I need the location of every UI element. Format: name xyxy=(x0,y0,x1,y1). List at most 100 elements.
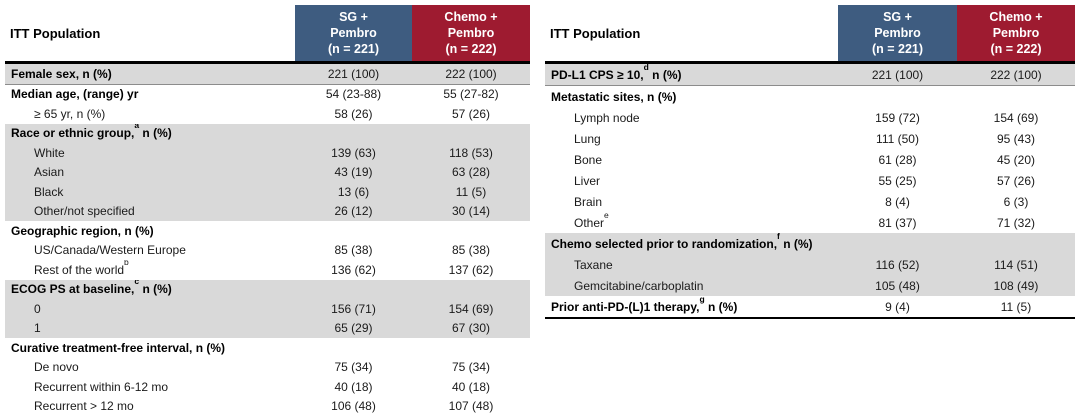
value-cell: 11 (5) xyxy=(1000,299,1032,314)
table-row: Lymph node 159 (72) 154 (69) xyxy=(545,107,1075,128)
value-cell xyxy=(295,123,412,143)
value-cell: 40 (18) xyxy=(451,379,491,394)
column-header-sg-pembro: SG + Pembro (n = 221) xyxy=(838,5,957,63)
value-cell: 40 (18) xyxy=(334,379,373,394)
value-cell: 85 (38) xyxy=(451,243,491,258)
row-label: 1 xyxy=(5,318,295,338)
value-cell: 9 (4) xyxy=(885,299,910,314)
footnote-marker: g xyxy=(699,296,705,304)
value-cell: 58 (26) xyxy=(334,106,373,121)
row-label: Asian xyxy=(5,162,295,182)
row-label: Black xyxy=(5,182,295,202)
value-cell: 116 (52) xyxy=(838,254,957,275)
row-label: Bone xyxy=(574,152,603,167)
row-label: 0 xyxy=(5,299,295,319)
table-row: Asian 43 (19) 63 (28) xyxy=(5,162,530,182)
value-cell: 95 (43) xyxy=(996,131,1036,146)
table-row: PD-L1 CPS ≥ 10,d n (%) 221 (100) 222 (100) xyxy=(545,62,1075,86)
value-cell: 221 (100) xyxy=(295,62,412,84)
footnote-marker: f xyxy=(777,233,780,241)
table-row: ECOG PS at baseline,c n (%) xyxy=(5,279,530,299)
table-row: Liver 55 (25) 57 (26) xyxy=(545,170,1075,191)
table-row: 1 65 (29) 67 (30) xyxy=(5,318,530,338)
value-cell: 45 (20) xyxy=(996,152,1036,167)
header-row: ITT Population SG + Pembro (n = 221) Che… xyxy=(545,5,1075,63)
disease-characteristics-table-body: PD-L1 CPS ≥ 10,d n (%) 221 (100) 222 (100)… xyxy=(545,62,1075,318)
row-label: Brain xyxy=(574,194,603,209)
demographics-table: ITT Population SG + Pembro (n = 221) Che… xyxy=(5,5,530,416)
value-cell xyxy=(957,86,1075,108)
value-cell: 71 (32) xyxy=(996,215,1036,230)
table-row: ≥ 65 yr, n (%) 58 (26) 57 (26) xyxy=(5,104,530,124)
value-cell: 118 (53) xyxy=(412,143,530,163)
value-cell: 55 (27-82) xyxy=(443,87,499,102)
value-cell xyxy=(412,123,530,143)
value-cell: 43 (19) xyxy=(295,162,412,182)
value-cell: 54 (23-88) xyxy=(325,87,382,102)
table-row: Recurrent > 12 mo 106 (48) 107 (48) xyxy=(5,397,530,416)
row-label: Recurrent within 6-12 mo xyxy=(34,379,169,394)
table-row: Geographic region, n (%) xyxy=(5,221,530,241)
value-cell: 75 (34) xyxy=(451,360,491,375)
value-cell xyxy=(412,221,530,241)
column-header-sg-pembro: SG + Pembro (n = 221) xyxy=(295,5,412,63)
row-label: Lung xyxy=(574,131,601,146)
value-cell: 156 (71) xyxy=(295,299,412,319)
value-cell: 26 (12) xyxy=(295,201,412,221)
table-row: US/Canada/Western Europe 85 (38) 85 (38) xyxy=(5,241,530,261)
value-cell: 11 (5) xyxy=(412,182,530,202)
demographics-table-body: Female sex, n (%) 221 (100) 222 (100) Media… xyxy=(5,62,530,416)
footnote-marker: d xyxy=(643,62,649,72)
value-cell: 222 (100) xyxy=(957,62,1075,86)
value-cell: 55 (25) xyxy=(878,173,917,188)
table-row: Median age, (range) yr 54 (23-88) 55 (27-8… xyxy=(5,84,530,104)
header-row: ITT Population SG + Pembro (n = 221) Che… xyxy=(5,5,530,63)
row-label: De novo xyxy=(34,360,79,375)
table-row: Curative treatment-free interval, n (%) xyxy=(5,338,530,358)
value-cell: 221 (100) xyxy=(838,62,957,86)
value-cell: 85 (38) xyxy=(334,243,373,258)
value-cell: 106 (48) xyxy=(331,399,376,414)
value-cell xyxy=(838,86,957,108)
row-label: Rest of the worldb xyxy=(5,260,295,280)
table-row: Metastatic sites, n (%) xyxy=(545,86,1075,108)
table-title: ITT Population xyxy=(5,5,295,63)
value-cell: 6 (3) xyxy=(1003,194,1029,209)
value-cell: 222 (100) xyxy=(412,62,530,84)
disease-characteristics-table: ITT Population SG + Pembro (n = 221) Che… xyxy=(545,5,1075,319)
row-label: Race or ethnic group,a n (%) xyxy=(5,123,295,143)
row-label: Other/not specified xyxy=(5,201,295,221)
row-label: Lymph node xyxy=(574,110,640,125)
value-cell xyxy=(295,221,412,241)
value-cell: 67 (30) xyxy=(412,318,530,338)
value-cell: 107 (48) xyxy=(448,399,494,414)
footnote-marker: c xyxy=(134,279,140,287)
value-cell: 137 (62) xyxy=(448,262,494,277)
row-label: Female sex, n (%) xyxy=(5,62,295,84)
value-cell: 154 (69) xyxy=(993,110,1039,125)
value-cell xyxy=(957,233,1075,254)
row-label: US/Canada/Western Europe xyxy=(34,243,186,258)
row-label: Chemo selected prior to randomization,f … xyxy=(545,233,838,254)
row-label: Prior anti-PD-(L)1 therapy,g n (%) xyxy=(545,296,838,318)
value-cell: 61 (28) xyxy=(878,152,917,167)
table-title: ITT Population xyxy=(545,5,838,63)
value-cell: 65 (29) xyxy=(295,318,412,338)
table-row: Black 13 (6) 11 (5) xyxy=(5,182,530,202)
value-cell: 8 (4) xyxy=(885,194,910,209)
row-label: Curative treatment-free interval, n (%) xyxy=(11,340,226,355)
row-label: Recurrent > 12 mo xyxy=(34,399,134,414)
table-row: Taxane 116 (52) 114 (51) xyxy=(545,254,1075,275)
row-label: Median age, (range) yr xyxy=(11,87,139,102)
table-row: Gemcitabine/carboplatin 105 (48) 108 (49) xyxy=(545,275,1075,296)
value-cell xyxy=(295,338,412,358)
row-label: Metastatic sites, n (%) xyxy=(551,89,677,104)
table-row: Other/not specified 26 (12) 30 (14) xyxy=(5,201,530,221)
value-cell xyxy=(412,279,530,299)
value-cell xyxy=(838,233,957,254)
table-row: Chemo selected prior to randomization,f … xyxy=(545,233,1075,254)
value-cell: 159 (72) xyxy=(875,110,920,125)
table-row: Lung 111 (50) 95 (43) xyxy=(545,128,1075,149)
value-cell: 139 (63) xyxy=(295,143,412,163)
value-cell: 105 (48) xyxy=(838,275,957,296)
